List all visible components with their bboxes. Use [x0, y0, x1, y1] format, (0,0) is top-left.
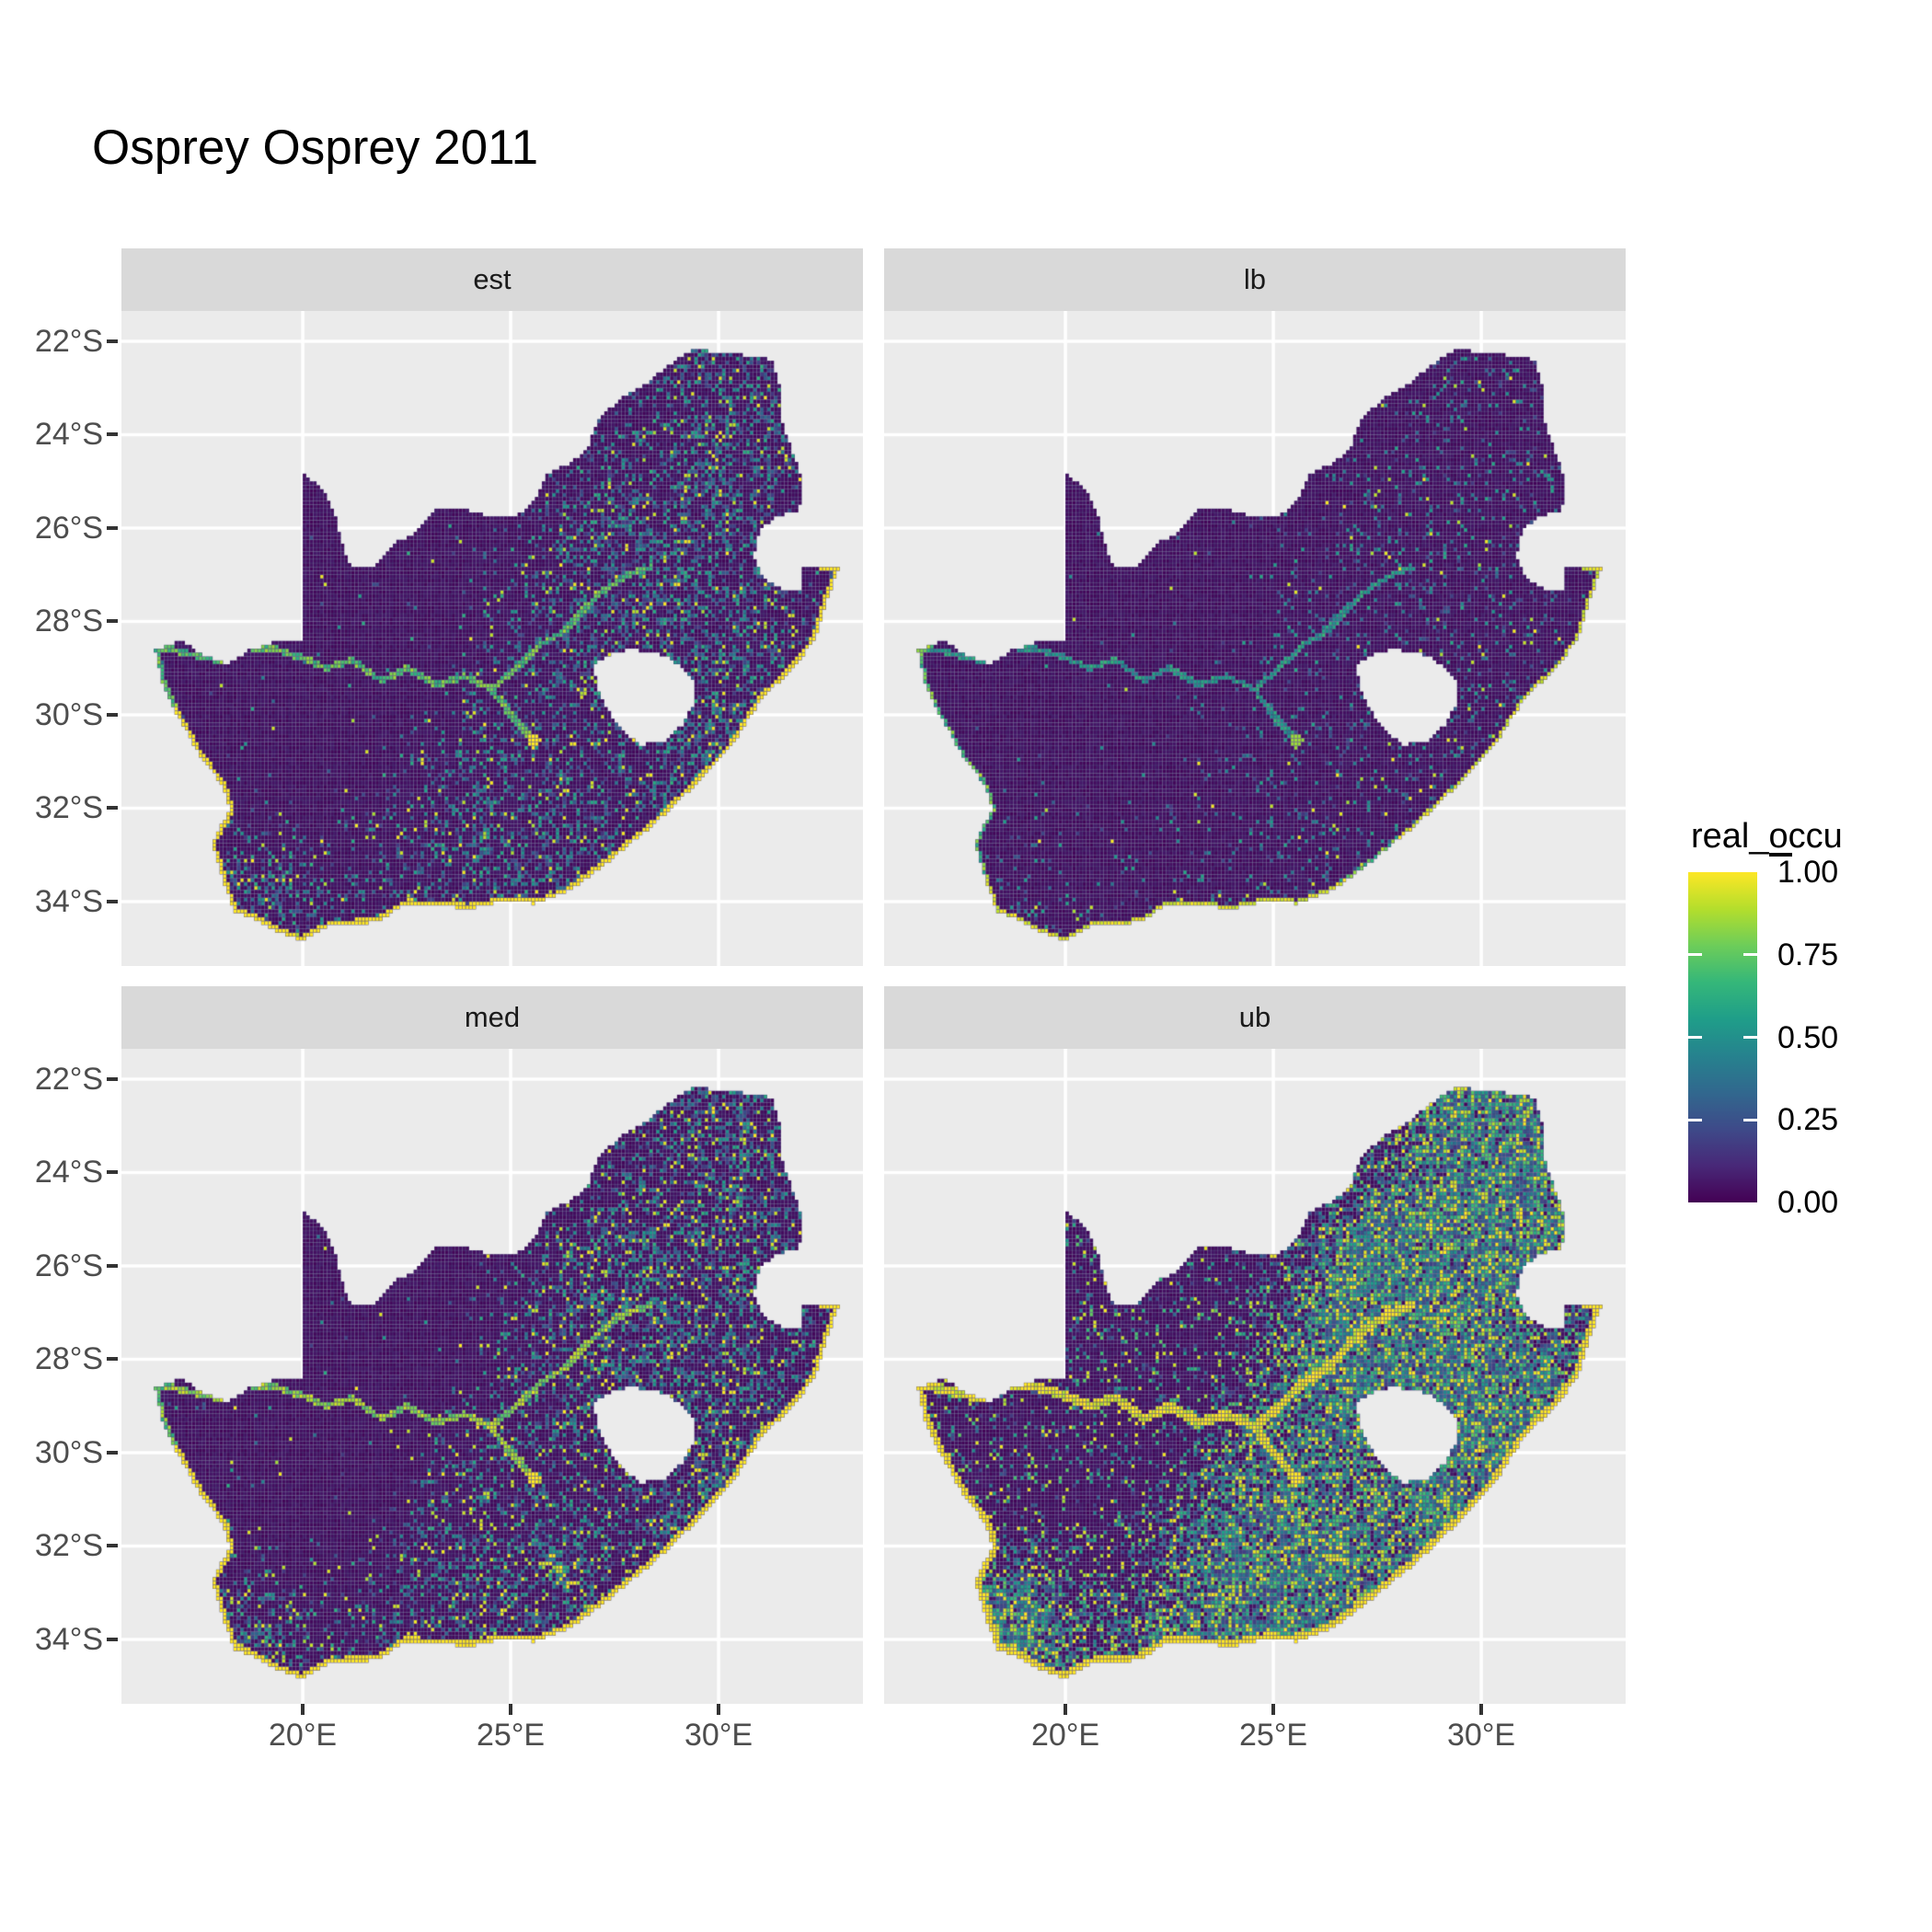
legend-tick — [1743, 1036, 1757, 1039]
x-tick-mark — [717, 1704, 721, 1715]
y-tick-mark — [107, 525, 118, 530]
y-tick-mark — [107, 1637, 118, 1641]
x-tick-label: 30°E — [684, 1718, 753, 1753]
y-tick-label: 34°S — [34, 1621, 103, 1657]
y-tick-mark — [107, 1544, 118, 1548]
facet-strip-label: lb — [1243, 263, 1267, 295]
x-tick-mark — [1064, 1704, 1068, 1715]
y-tick-label: 22°S — [34, 1061, 103, 1097]
legend-title: real_occu — [1691, 817, 1843, 856]
y-tick-label: 30°S — [34, 696, 103, 732]
y-tick-label: 34°S — [34, 883, 103, 919]
y-tick-label: 32°S — [34, 790, 103, 826]
y-tick-mark — [107, 339, 118, 343]
y-tick-label: 32°S — [34, 1528, 103, 1564]
legend-value-label: 0.75 — [1777, 937, 1839, 972]
y-tick-label: 30°S — [34, 1434, 103, 1470]
facet-strip-label: est — [473, 263, 512, 295]
legend-value-label: 0.50 — [1777, 1019, 1839, 1055]
y-tick-mark — [107, 1450, 118, 1455]
y-tick-label: 22°S — [34, 323, 103, 359]
facet-strip-med: med — [121, 986, 863, 1049]
legend-tick — [1688, 953, 1702, 957]
legend-value-label: 0.25 — [1777, 1102, 1839, 1138]
facet-map-lb — [884, 311, 1626, 966]
y-tick-label: 26°S — [34, 1248, 103, 1283]
y-tick-mark — [107, 1170, 118, 1175]
x-tick-label: 20°E — [269, 1718, 338, 1753]
y-tick-mark — [107, 1357, 118, 1362]
y-tick-label: 24°S — [34, 1155, 103, 1190]
x-tick-label: 25°E — [1239, 1718, 1308, 1753]
legend-value-label: 0.00 — [1777, 1185, 1839, 1220]
x-tick-mark — [1479, 1704, 1484, 1715]
facet-strip-label: med — [464, 1001, 521, 1033]
legend-top-tick — [1769, 853, 1792, 857]
plot-title: Osprey Osprey 2011 — [92, 121, 539, 175]
y-tick-label: 28°S — [34, 604, 103, 639]
legend-tick — [1743, 1118, 1757, 1121]
x-tick-mark — [509, 1704, 513, 1715]
y-tick-label: 24°S — [34, 417, 103, 453]
facet-map-med — [121, 1049, 863, 1704]
legend-tick — [1688, 1036, 1702, 1039]
y-tick-mark — [107, 619, 118, 624]
legend-tick — [1688, 1118, 1702, 1121]
y-tick-mark — [107, 712, 118, 717]
y-tick-mark — [107, 1263, 118, 1268]
y-tick-label: 26°S — [34, 510, 103, 546]
facet-strip-lb: lb — [884, 248, 1626, 311]
x-tick-mark — [301, 1704, 305, 1715]
x-tick-label: 25°E — [477, 1718, 546, 1753]
facet-strip-ub: ub — [884, 986, 1626, 1049]
y-tick-label: 28°S — [34, 1341, 103, 1377]
y-tick-mark — [107, 1076, 118, 1081]
y-tick-mark — [107, 899, 118, 903]
facet-strip-label: ub — [1238, 1001, 1271, 1033]
legend-value-label: 1.00 — [1777, 855, 1839, 890]
x-tick-label: 30°E — [1447, 1718, 1516, 1753]
facet-map-est — [121, 311, 863, 966]
y-tick-mark — [107, 432, 118, 437]
facet-map-ub — [884, 1049, 1626, 1704]
y-tick-mark — [107, 806, 118, 811]
x-tick-mark — [1271, 1704, 1276, 1715]
legend-tick — [1743, 953, 1757, 957]
x-tick-label: 20°E — [1031, 1718, 1100, 1753]
facet-strip-est: est — [121, 248, 863, 311]
